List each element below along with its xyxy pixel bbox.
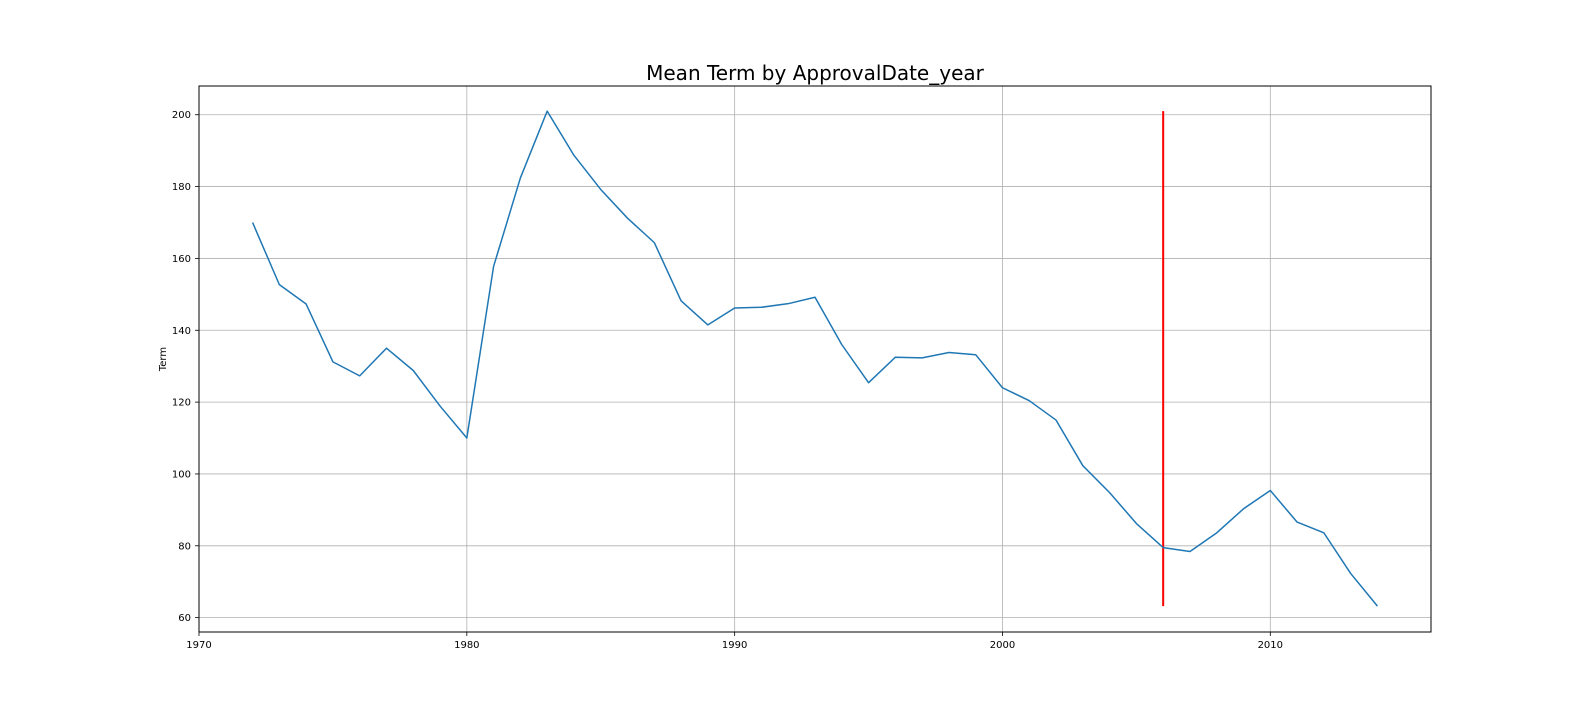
y-tick-label: 180: [172, 182, 191, 193]
x-tick-label: 1980: [454, 640, 479, 651]
plot-frame: [198, 85, 1432, 633]
y-tick-label: 60: [178, 613, 191, 624]
y-tick-label: 200: [172, 110, 191, 121]
y-tick-label: 120: [172, 398, 191, 409]
y-tick-label: 160: [172, 254, 191, 265]
series-line: [251, 110, 1379, 607]
grid: [198, 86, 1431, 632]
y-tick-label: 100: [172, 469, 191, 480]
series-layer: [251, 110, 1379, 607]
ticks: 1970 1980 1990 2000 2010 60 80 100 120 140 160 180 2…: [172, 110, 1283, 651]
plot-area: [199, 86, 1431, 632]
x-tick-label: 2000: [990, 640, 1015, 651]
y-tick-label: 140: [172, 326, 191, 337]
y-axis-label: Term: [158, 347, 169, 372]
y-tick-label: 80: [178, 541, 191, 552]
x-tick-label: 2010: [1258, 640, 1283, 651]
x-tick-label: 1990: [722, 640, 747, 651]
x-tick-label: 1970: [186, 640, 211, 651]
chart-title: Mean Term by ApprovalDate_year: [646, 61, 985, 85]
